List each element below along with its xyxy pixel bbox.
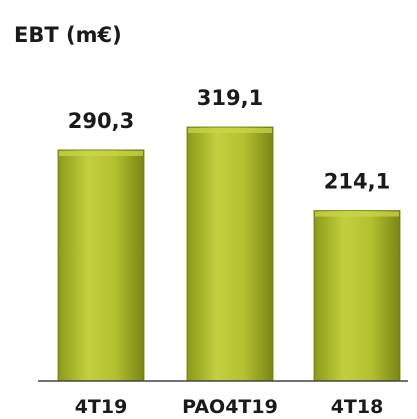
chart-title: EBT (m€) [14, 23, 122, 47]
bar-4t19 [57, 149, 145, 382]
x-tick-label-4t19: 4T19 [75, 396, 128, 418]
value-label-4t19: 290,3 [68, 109, 134, 133]
value-label-4t18: 214,1 [324, 170, 390, 194]
x-tick-label-4t18: 4T18 [331, 396, 384, 418]
x-tick-label-pao4t19: PAO4T19 [182, 396, 278, 418]
bars-layer [57, 126, 401, 382]
value-label-pao4t19: 319,1 [197, 86, 263, 110]
bar-top-highlight [59, 150, 143, 156]
bar-4t18 [313, 210, 401, 382]
bar-pao4t19 [186, 126, 274, 382]
bar-top-highlight [188, 128, 272, 133]
bar-top-highlight [315, 211, 399, 217]
labels-layer: 290,3 4T19 319,1 PAO4T19 214,1 4T18 [68, 86, 390, 418]
